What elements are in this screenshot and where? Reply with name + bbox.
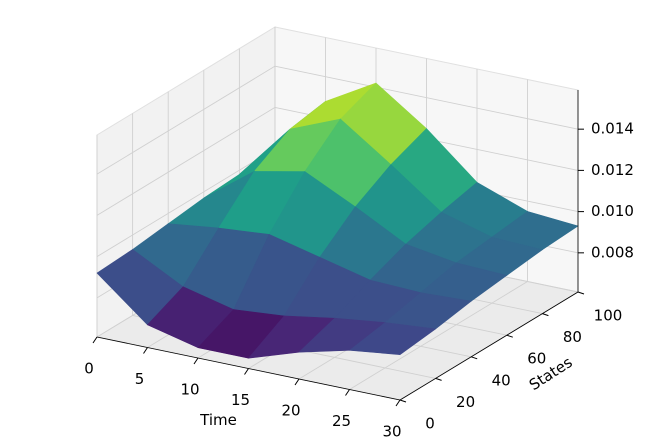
y-tick-label: 20 bbox=[456, 393, 475, 411]
surface bbox=[96, 82, 579, 359]
z-tick-label: 0.010 bbox=[591, 202, 634, 220]
x-tick bbox=[193, 357, 199, 365]
x-tick bbox=[92, 336, 98, 344]
grid-line bbox=[96, 65, 276, 175]
grid-line bbox=[349, 281, 528, 390]
x-tick bbox=[294, 378, 300, 386]
x-axis-label: Time bbox=[199, 411, 237, 429]
y-tick-label: 80 bbox=[563, 328, 582, 346]
grid-line bbox=[96, 148, 276, 257]
y-tick-label: 100 bbox=[594, 307, 623, 325]
x-tick bbox=[395, 399, 401, 407]
y-tick bbox=[435, 377, 442, 381]
y-tick bbox=[542, 313, 549, 317]
axis-line bbox=[96, 336, 401, 401]
y-tick bbox=[506, 334, 513, 338]
grid-line bbox=[96, 107, 276, 216]
axis-line bbox=[399, 291, 579, 401]
x-tick-label: 30 bbox=[382, 423, 401, 441]
x-tick-label: 15 bbox=[231, 391, 250, 409]
x-tick-label: 20 bbox=[281, 402, 300, 420]
x-tick-label: 5 bbox=[135, 370, 145, 388]
y-tick bbox=[577, 291, 585, 295]
grid-line bbox=[274, 65, 579, 130]
x-tick-label: 0 bbox=[84, 360, 94, 378]
x-tick bbox=[143, 347, 148, 354]
y-tick-label: 0 bbox=[425, 415, 435, 433]
z-tick-label: 0.014 bbox=[591, 120, 634, 138]
y-tick bbox=[471, 356, 478, 360]
x-tick-label: 25 bbox=[332, 412, 351, 430]
x-tick bbox=[244, 368, 249, 375]
labels: 0 5 10 15 20 25 30 0 20 40 60 80 100 0.008 0.010 0.012 0… bbox=[84, 90, 634, 441]
z-tick-label: 0.008 bbox=[591, 243, 634, 261]
y-tick bbox=[399, 399, 407, 403]
y-tick-label: 60 bbox=[527, 350, 546, 368]
x-tick bbox=[345, 389, 350, 396]
z-tick-label: 0.012 bbox=[591, 161, 634, 179]
x-tick-label: 10 bbox=[180, 381, 199, 399]
y-tick-label: 40 bbox=[492, 371, 511, 389]
surface-patch bbox=[348, 322, 437, 355]
